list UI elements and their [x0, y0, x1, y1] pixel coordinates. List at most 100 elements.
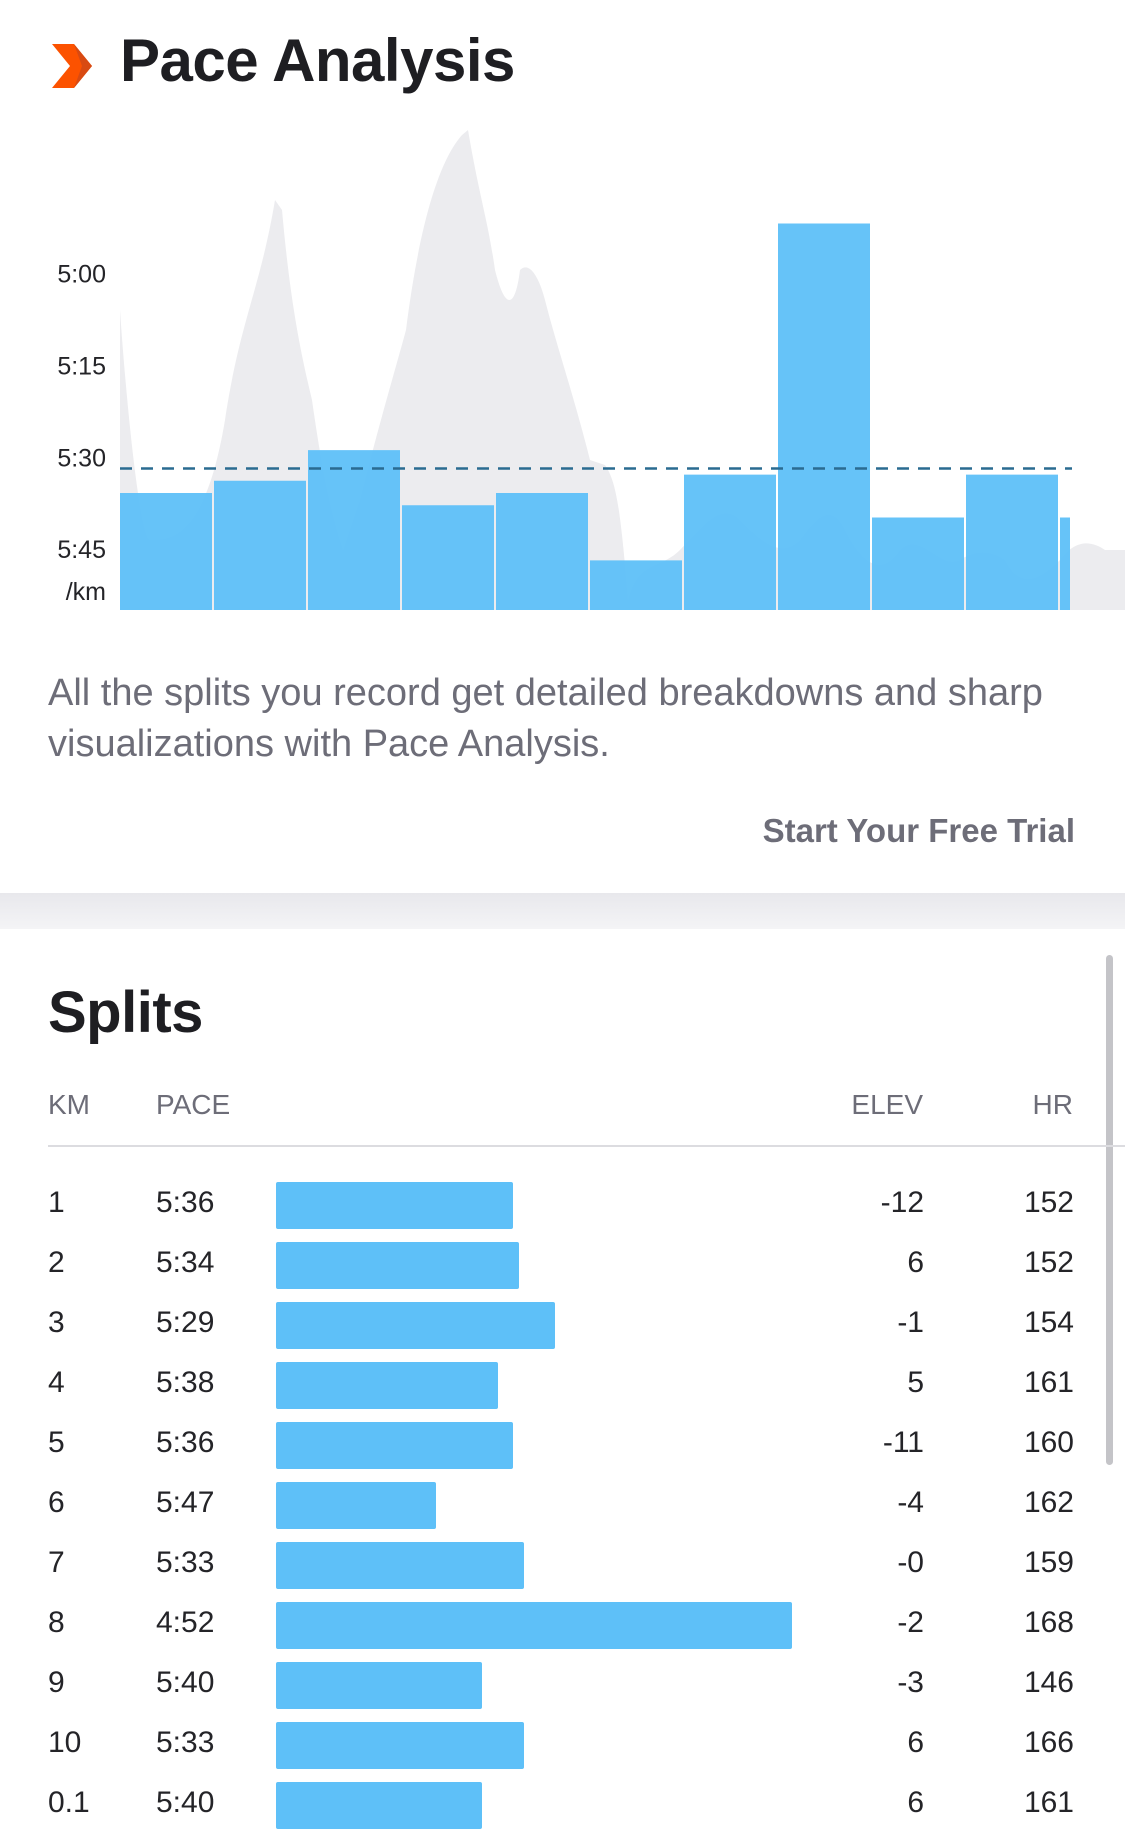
splits-header-row: KM PACE ELEV HR [48, 1089, 1125, 1147]
chevron-right-icon [52, 44, 92, 88]
pace-bar [120, 493, 212, 610]
pace-bars [120, 223, 1070, 610]
split-row: 6 5:47 -4 162 [48, 1473, 1078, 1533]
pace-chart: 5:00 5:15 5:30 5:45/km [57, 130, 1125, 610]
split-pace-bar [276, 1242, 519, 1289]
y-tick-label: 5:15 [57, 352, 106, 380]
splits-title: Splits [48, 980, 203, 1045]
split-hr: 160 [1023, 1426, 1074, 1459]
pace-bar [966, 474, 1058, 610]
section-divider [0, 893, 1125, 929]
split-km: 4 [48, 1366, 65, 1399]
split-hr: 161 [1023, 1786, 1074, 1819]
y-axis-label: /km [66, 578, 106, 606]
page-title: Pace Analysis [120, 27, 515, 94]
split-row: 8 4:52 -2 168 [48, 1593, 1078, 1653]
split-hr: 152 [1023, 1186, 1074, 1219]
y-tick-label: 5:00 [57, 261, 106, 289]
split-pace: 5:33 [156, 1726, 215, 1759]
pace-bar [590, 560, 682, 610]
y-tick-label: 5:30 [57, 444, 106, 472]
split-elev: -3 [897, 1666, 924, 1699]
split-pace: 5:40 [156, 1786, 215, 1819]
splits-section: Splits KM PACE ELEV HR 1 5:36 -12 152 2 5:34 6… [0, 929, 1125, 1847]
split-elev: -4 [897, 1486, 924, 1519]
split-hr: 146 [1023, 1666, 1074, 1699]
split-km: 8 [48, 1606, 65, 1639]
pace-bar [308, 450, 400, 610]
split-hr: 162 [1023, 1486, 1074, 1519]
split-pace: 4:52 [156, 1606, 215, 1639]
split-km: 3 [48, 1306, 65, 1339]
pace-bar [214, 480, 306, 610]
pace-bar [778, 223, 870, 610]
split-row: 1 5:36 -12 152 [48, 1173, 1078, 1233]
split-pace: 5:29 [156, 1306, 215, 1339]
split-hr: 166 [1023, 1726, 1074, 1759]
split-pace: 5:34 [156, 1246, 215, 1279]
split-pace: 5:36 [156, 1186, 215, 1219]
y-tick-label: 5:45 [57, 536, 106, 564]
split-elev: -12 [880, 1186, 924, 1219]
split-elev: 6 [907, 1726, 924, 1759]
split-elev: -2 [897, 1606, 924, 1639]
pace-bar [684, 474, 776, 610]
pace-bar [1060, 517, 1070, 610]
split-pace-bar [276, 1722, 524, 1769]
split-row: 5 5:36 -11 160 [48, 1413, 1078, 1473]
pace-analysis-header: Pace Analysis [0, 0, 1125, 130]
column-header-pace: PACE [156, 1089, 231, 1120]
pace-analysis-description: All the splits you record get detailed b… [48, 672, 1043, 765]
split-row: 4 5:38 5 161 [48, 1353, 1078, 1413]
split-elev: 5 [907, 1366, 924, 1399]
split-km: 10 [48, 1726, 82, 1759]
split-pace-bar [276, 1422, 513, 1469]
split-km: 6 [48, 1486, 65, 1519]
pace-bar [872, 517, 964, 610]
split-pace-bar [276, 1782, 482, 1829]
split-elev: -1 [897, 1306, 924, 1339]
split-pace: 5:33 [156, 1546, 215, 1579]
split-km: 0.1 [48, 1786, 90, 1819]
split-pace: 5:36 [156, 1426, 215, 1459]
split-pace-bar [276, 1182, 513, 1229]
split-hr: 152 [1023, 1246, 1074, 1279]
split-row: 10 5:33 6 166 [48, 1713, 1078, 1773]
split-pace-bar [276, 1602, 792, 1649]
split-pace-bar [276, 1482, 436, 1529]
split-row: 0.1 5:40 6 161 [48, 1773, 1078, 1833]
split-elev: 6 [907, 1786, 924, 1819]
pace-bar [496, 493, 588, 610]
split-km: 7 [48, 1546, 65, 1579]
split-hr: 154 [1023, 1306, 1074, 1339]
pace-bar [402, 505, 494, 610]
start-free-trial-link[interactable]: Start Your Free Trial [762, 812, 1075, 849]
split-pace: 5:40 [156, 1666, 215, 1699]
split-row: 2 5:34 6 152 [48, 1233, 1078, 1293]
split-hr: 159 [1023, 1546, 1074, 1579]
column-header-elev: ELEV [851, 1089, 923, 1120]
split-km: 2 [48, 1246, 65, 1279]
split-elev: 6 [907, 1246, 924, 1279]
split-km: 5 [48, 1426, 65, 1459]
split-hr: 168 [1023, 1606, 1074, 1639]
column-header-km: KM [48, 1089, 90, 1120]
column-header-hr: HR [1032, 1089, 1073, 1120]
split-row: 7 5:33 -0 159 [48, 1533, 1078, 1593]
split-elev: -11 [882, 1426, 924, 1459]
split-pace: 5:38 [156, 1366, 215, 1399]
split-hr: 161 [1023, 1366, 1074, 1399]
split-elev: -0 [897, 1546, 924, 1579]
y-axis: 5:00 5:15 5:30 5:45/km [57, 261, 106, 607]
split-row: 3 5:29 -1 154 [48, 1293, 1078, 1353]
split-pace-bar [276, 1302, 555, 1349]
scrollbar[interactable] [1106, 955, 1113, 1465]
split-km: 9 [48, 1666, 65, 1699]
split-pace-bar [276, 1362, 498, 1409]
split-row: 9 5:40 -3 146 [48, 1653, 1078, 1713]
split-pace: 5:47 [156, 1486, 215, 1519]
split-pace-bar [276, 1662, 482, 1709]
split-pace-bar [276, 1542, 524, 1589]
splits-table: 1 5:36 -12 152 2 5:34 6 152 3 5:29 -1 154 4 5:38 5 161 5… [48, 1173, 1078, 1833]
split-km: 1 [48, 1186, 65, 1219]
